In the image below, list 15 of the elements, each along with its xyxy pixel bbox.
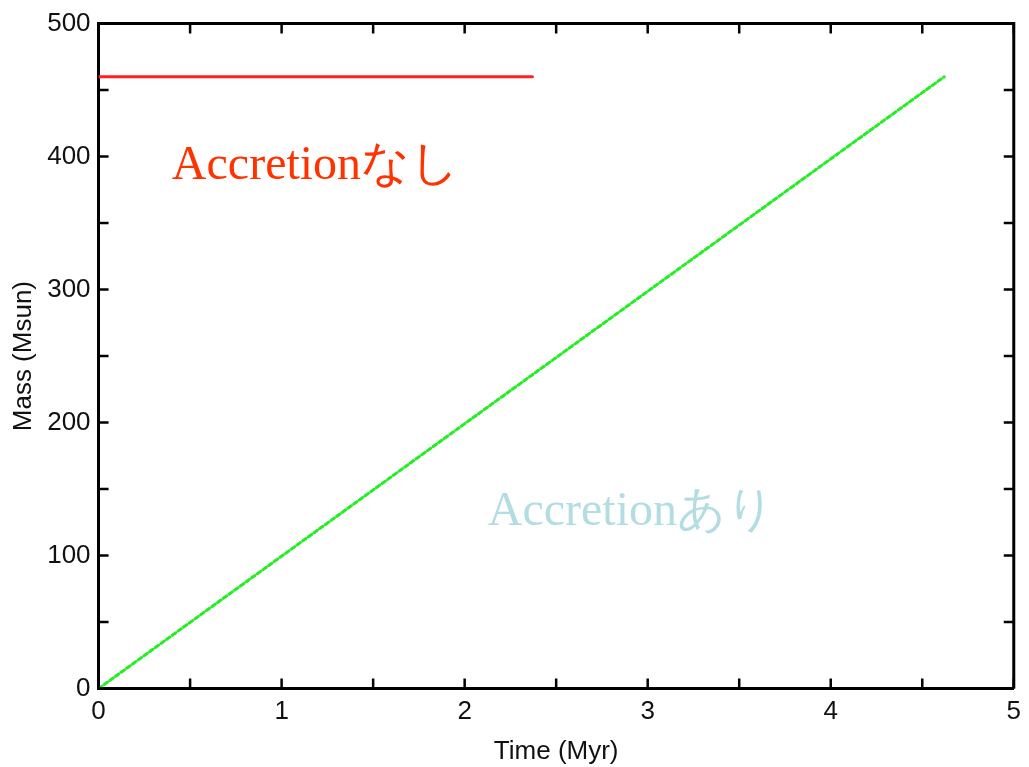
y-tick-label: 0	[76, 671, 91, 702]
series-label: Accretionなし	[171, 136, 460, 190]
y-tick-label: 200	[47, 405, 91, 436]
x-tick-label: 3	[640, 695, 655, 726]
x-tick-label: 2	[457, 695, 472, 726]
y-axis-title: Mass (Msun)	[6, 280, 37, 432]
series-label: Accretionあり	[487, 482, 776, 536]
x-tick-label: 5	[1006, 695, 1021, 726]
x-tick-label: 1	[274, 695, 289, 726]
y-tick-label: 400	[47, 139, 91, 170]
y-tick-label: 100	[47, 538, 91, 569]
y-tick-label: 500	[47, 6, 91, 37]
x-tick-label: 4	[823, 695, 838, 726]
y-tick-label: 300	[47, 272, 91, 303]
x-axis-title: Time (Myr)	[493, 734, 619, 765]
